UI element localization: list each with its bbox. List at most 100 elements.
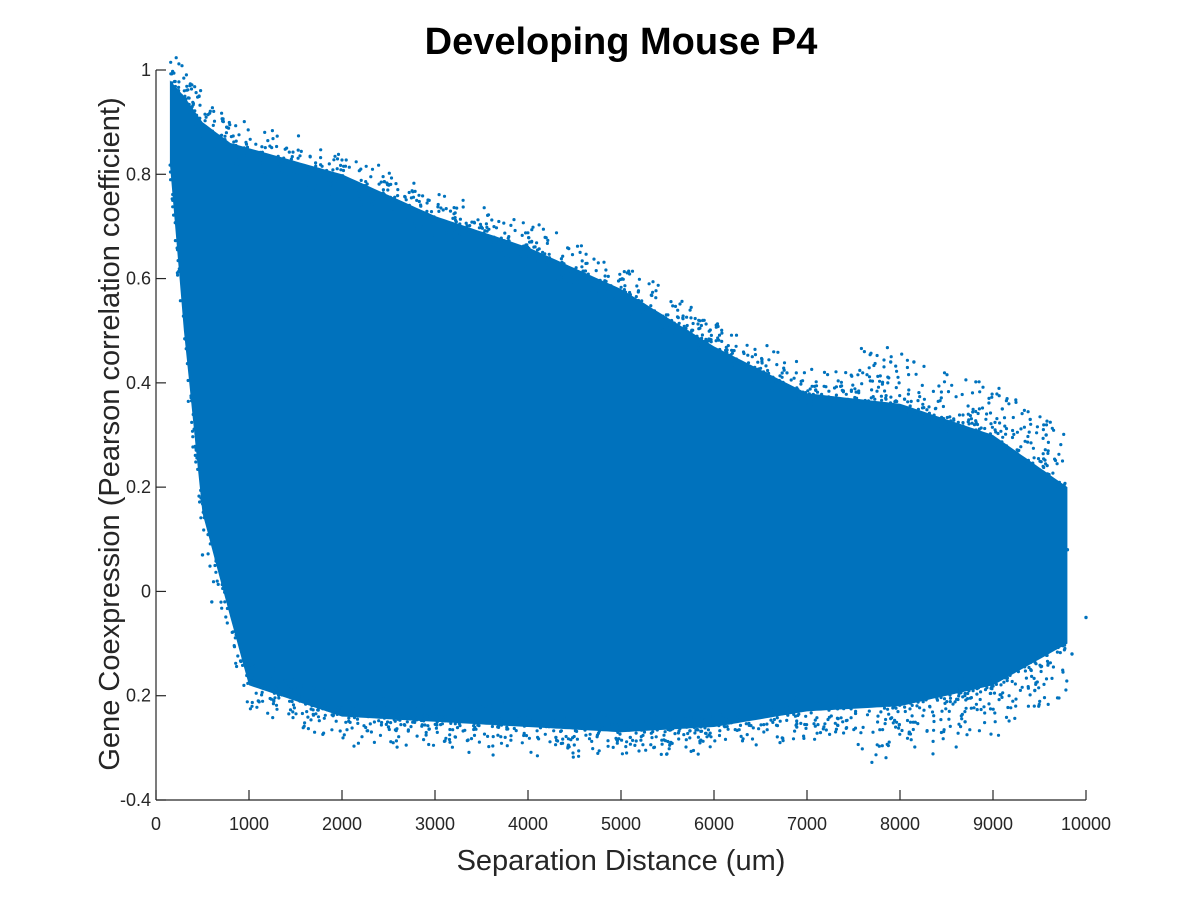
data-point bbox=[513, 722, 517, 727]
data-point bbox=[521, 244, 526, 248]
data-point bbox=[381, 175, 385, 179]
data-point bbox=[325, 708, 329, 712]
data-point bbox=[988, 679, 992, 683]
data-point bbox=[365, 729, 369, 733]
data-point bbox=[185, 84, 189, 88]
data-point bbox=[458, 217, 462, 221]
data-point bbox=[692, 725, 696, 730]
data-point bbox=[1036, 654, 1040, 658]
data-point bbox=[834, 385, 839, 389]
data-point bbox=[547, 256, 552, 260]
data-point bbox=[817, 397, 821, 401]
data-point bbox=[915, 413, 919, 417]
data-point bbox=[681, 327, 685, 331]
data-point bbox=[317, 172, 321, 176]
data-point bbox=[562, 262, 566, 266]
data-point bbox=[963, 691, 967, 696]
data-point bbox=[357, 707, 361, 712]
data-point bbox=[1032, 467, 1037, 471]
data-point bbox=[1041, 452, 1045, 456]
data-point bbox=[414, 219, 419, 223]
data-point bbox=[916, 722, 920, 726]
data-point bbox=[365, 204, 370, 208]
data-point bbox=[322, 716, 326, 720]
data-point bbox=[536, 260, 541, 264]
data-point bbox=[603, 289, 607, 293]
data-point bbox=[302, 174, 306, 178]
data-point bbox=[619, 729, 623, 733]
data-point bbox=[387, 727, 391, 732]
data-point bbox=[769, 706, 773, 710]
data-point bbox=[700, 336, 704, 340]
data-point bbox=[828, 700, 832, 704]
data-point bbox=[1032, 676, 1036, 681]
data-point bbox=[776, 350, 780, 354]
data-point bbox=[813, 724, 817, 728]
data-point bbox=[891, 706, 895, 710]
data-point bbox=[195, 456, 199, 460]
data-point bbox=[725, 719, 729, 723]
data-point bbox=[1042, 696, 1047, 700]
data-point bbox=[195, 113, 199, 117]
data-point bbox=[795, 719, 799, 723]
data-point bbox=[911, 417, 915, 421]
data-point bbox=[199, 516, 203, 520]
data-point bbox=[983, 721, 987, 725]
x-tick-label: 6000 bbox=[694, 814, 734, 834]
data-point bbox=[1016, 668, 1020, 672]
data-point bbox=[942, 684, 946, 689]
data-point bbox=[1034, 653, 1038, 657]
data-point bbox=[782, 361, 787, 365]
data-point bbox=[494, 226, 499, 230]
data-point bbox=[464, 221, 468, 225]
x-axis-label: Separation Distance (um) bbox=[457, 845, 786, 877]
data-point bbox=[827, 395, 831, 399]
data-point bbox=[496, 733, 500, 737]
data-point bbox=[465, 224, 469, 228]
data-point bbox=[447, 737, 452, 742]
data-point bbox=[981, 385, 985, 389]
data-point bbox=[570, 712, 574, 716]
data-point bbox=[858, 368, 862, 372]
data-point bbox=[691, 321, 695, 326]
data-point bbox=[400, 715, 404, 720]
data-point bbox=[330, 697, 334, 701]
data-point bbox=[369, 730, 373, 734]
data-point bbox=[875, 389, 879, 393]
data-point bbox=[450, 705, 454, 709]
data-point bbox=[331, 713, 335, 717]
data-point bbox=[378, 191, 382, 195]
data-point bbox=[824, 728, 828, 732]
data-point bbox=[702, 341, 706, 345]
data-point bbox=[382, 694, 386, 698]
data-point bbox=[419, 204, 423, 208]
data-point bbox=[566, 737, 571, 741]
data-point bbox=[273, 696, 277, 700]
data-point bbox=[597, 749, 601, 753]
data-point bbox=[441, 208, 445, 212]
data-point bbox=[442, 194, 447, 198]
data-point bbox=[1023, 665, 1027, 669]
data-point bbox=[927, 417, 931, 421]
data-point bbox=[725, 351, 729, 355]
data-point bbox=[419, 224, 424, 228]
data-point bbox=[778, 374, 782, 378]
data-point bbox=[389, 203, 393, 207]
data-point bbox=[707, 733, 711, 737]
data-point bbox=[603, 274, 607, 278]
data-point bbox=[1005, 397, 1009, 401]
data-point bbox=[1029, 660, 1033, 665]
data-point bbox=[823, 722, 827, 726]
data-point bbox=[384, 722, 388, 727]
data-point bbox=[598, 289, 602, 293]
data-point bbox=[233, 636, 237, 640]
data-point bbox=[246, 128, 250, 132]
data-point bbox=[905, 358, 910, 362]
data-point bbox=[698, 741, 702, 745]
data-point bbox=[242, 162, 246, 166]
data-point bbox=[396, 188, 400, 192]
data-point bbox=[648, 307, 652, 311]
data-point bbox=[594, 715, 598, 719]
data-point bbox=[1026, 686, 1030, 690]
data-point bbox=[388, 195, 393, 199]
